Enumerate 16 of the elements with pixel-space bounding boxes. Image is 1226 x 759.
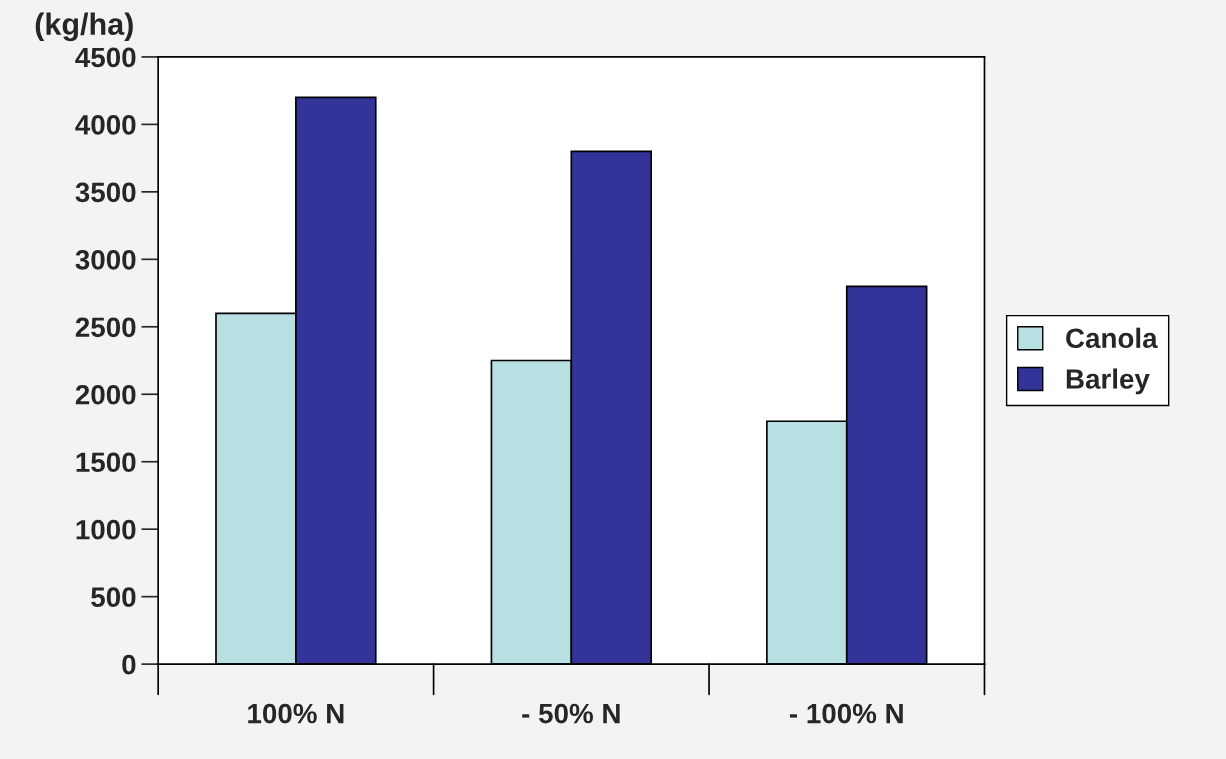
x-tick-label: - 100% N (789, 703, 903, 724)
y-tick-label: 1000 (76, 519, 136, 540)
x-tick-label: - 50% N (522, 703, 620, 724)
legend-label: Barley (1066, 368, 1150, 395)
y-tick-label: 3000 (75, 249, 136, 270)
y-tick-label: 0 (122, 654, 136, 675)
legend-label: Canola (1066, 327, 1158, 349)
y-tick-label: 1500 (76, 452, 136, 473)
y-tick-label: 4000 (75, 115, 136, 135)
y-tick-label: 2500 (75, 317, 136, 338)
y-tick-label: 500 (91, 587, 136, 607)
y-tick-label: 2000 (75, 384, 136, 405)
x-tick-label: 100% N (248, 703, 344, 724)
chart-title: (kg/ha) (35, 12, 133, 42)
y-tick-label: 4500 (75, 47, 136, 68)
y-tick-label: 3500 (75, 182, 136, 203)
